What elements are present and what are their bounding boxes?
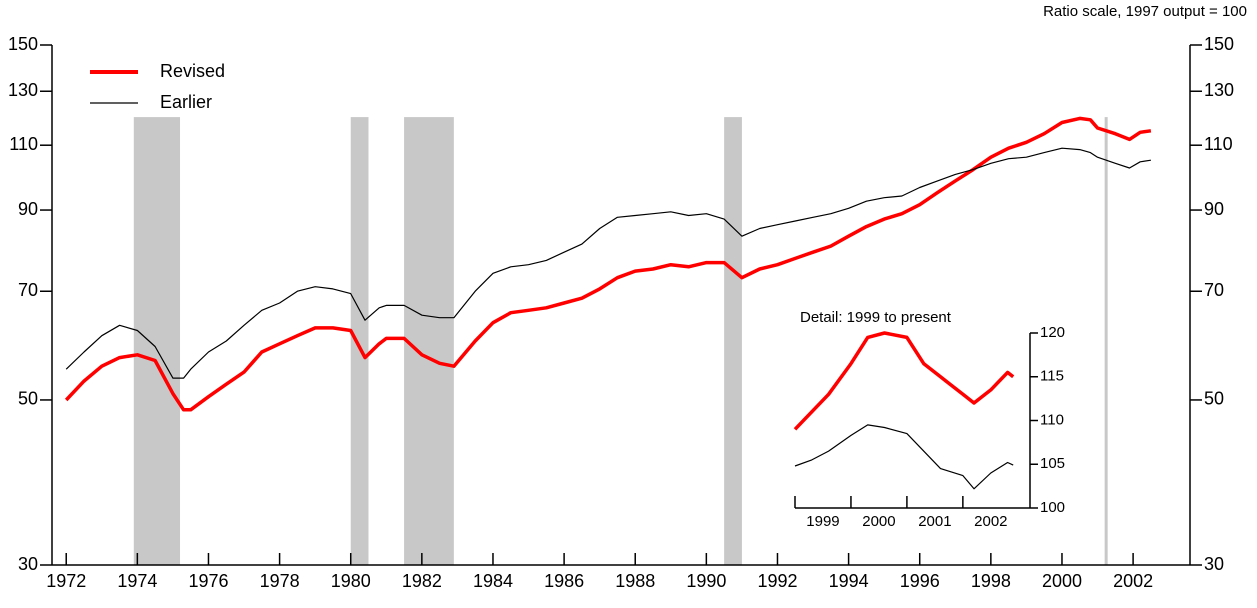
x-tick-label: 1984	[473, 571, 513, 591]
x-tick-label: 1978	[260, 571, 300, 591]
series-line	[793, 331, 1015, 431]
y-tick-label: 90	[1204, 199, 1224, 219]
y-tick-label: 110	[1204, 134, 1233, 154]
y-tick-label: 110	[9, 134, 38, 154]
series-line	[65, 147, 1151, 379]
y-tick-label: 150	[1204, 34, 1234, 54]
y-tick-label: 100	[1040, 499, 1065, 516]
x-tick-label: 1998	[971, 571, 1011, 591]
recession-band	[133, 117, 181, 566]
x-tick-label: 1976	[188, 571, 228, 591]
y-tick-label: 30	[18, 554, 38, 574]
x-tick-label: 1988	[615, 571, 655, 591]
x-tick-label: 1996	[900, 571, 940, 591]
y-tick-label: 120	[1040, 324, 1065, 341]
subtitle: Ratio scale, 1997 output = 100	[1043, 3, 1247, 20]
x-tick-label: 1974	[117, 571, 157, 591]
x-tick-label: 1990	[686, 571, 726, 591]
inset-title: Detail: 1999 to present	[800, 309, 952, 326]
y-tick-label: 130	[8, 80, 38, 100]
series-line	[794, 424, 1014, 490]
y-tick-label: 50	[1204, 389, 1224, 409]
x-tick-label: 1992	[757, 571, 797, 591]
y-tick-label: 50	[18, 389, 38, 409]
y-tick-label: 130	[1204, 80, 1234, 100]
recession-band	[350, 117, 369, 566]
x-tick-label: 2000	[1042, 571, 1082, 591]
y-tick-label: 150	[8, 34, 38, 54]
inset-background	[794, 330, 1030, 509]
x-tick-label: 1994	[829, 571, 869, 591]
x-tick-label: 1986	[544, 571, 584, 591]
x-tick-label: 1982	[402, 571, 442, 591]
y-tick-label: 105	[1040, 455, 1065, 472]
x-tick-label: 2002	[1113, 571, 1153, 591]
recession-band	[404, 117, 454, 566]
y-tick-label: 110	[1040, 411, 1064, 428]
x-tick-label: 2000	[862, 513, 895, 530]
y-tick-label: 70	[18, 280, 38, 300]
y-tick-label: 70	[1204, 280, 1224, 300]
y-tick-label: 30	[1204, 554, 1224, 574]
x-tick-label: 2001	[918, 513, 951, 530]
legend-label: Revised	[160, 61, 225, 81]
series-line	[64, 116, 1152, 412]
recession-band	[1104, 117, 1108, 566]
legend-label: Earlier	[160, 92, 212, 112]
x-tick-label: 1972	[46, 571, 86, 591]
recession-band	[724, 117, 742, 566]
y-tick-label: 115	[1040, 368, 1064, 385]
x-tick-label: 1999	[806, 513, 839, 530]
x-tick-label: 2002	[974, 513, 1007, 530]
y-tick-label: 90	[18, 199, 38, 219]
x-tick-label: 1980	[331, 571, 371, 591]
